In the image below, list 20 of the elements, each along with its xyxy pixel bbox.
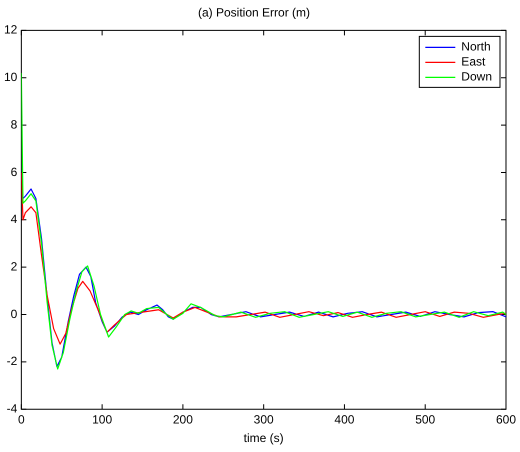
y-tick-label: 4 <box>10 212 18 226</box>
y-tick-label: 6 <box>10 164 18 179</box>
y-tick-label: 10 <box>4 70 18 84</box>
x-tick-label: 100 <box>92 412 112 427</box>
legend-label: Down <box>461 70 492 84</box>
x-tick-label: 600 <box>496 412 516 427</box>
x-tick-label: 500 <box>415 412 436 427</box>
x-tick-label: 400 <box>334 412 355 427</box>
y-tick-label: 0 <box>10 306 18 321</box>
x-tick-label: 200 <box>172 412 194 427</box>
x-tick-label: 300 <box>254 412 274 427</box>
legend-label: North <box>461 40 491 54</box>
x-axis-title: time (s) <box>244 431 284 446</box>
y-tick-label: -2 <box>6 354 18 368</box>
y-tick-label: 8 <box>10 117 18 132</box>
y-tick-label: -4 <box>6 402 18 416</box>
legend-label: East <box>461 54 486 69</box>
y-tick-label: 2 <box>10 259 18 274</box>
y-tick-label: 12 <box>4 22 18 37</box>
chart-title: (a) Position Error (m) <box>198 6 310 20</box>
